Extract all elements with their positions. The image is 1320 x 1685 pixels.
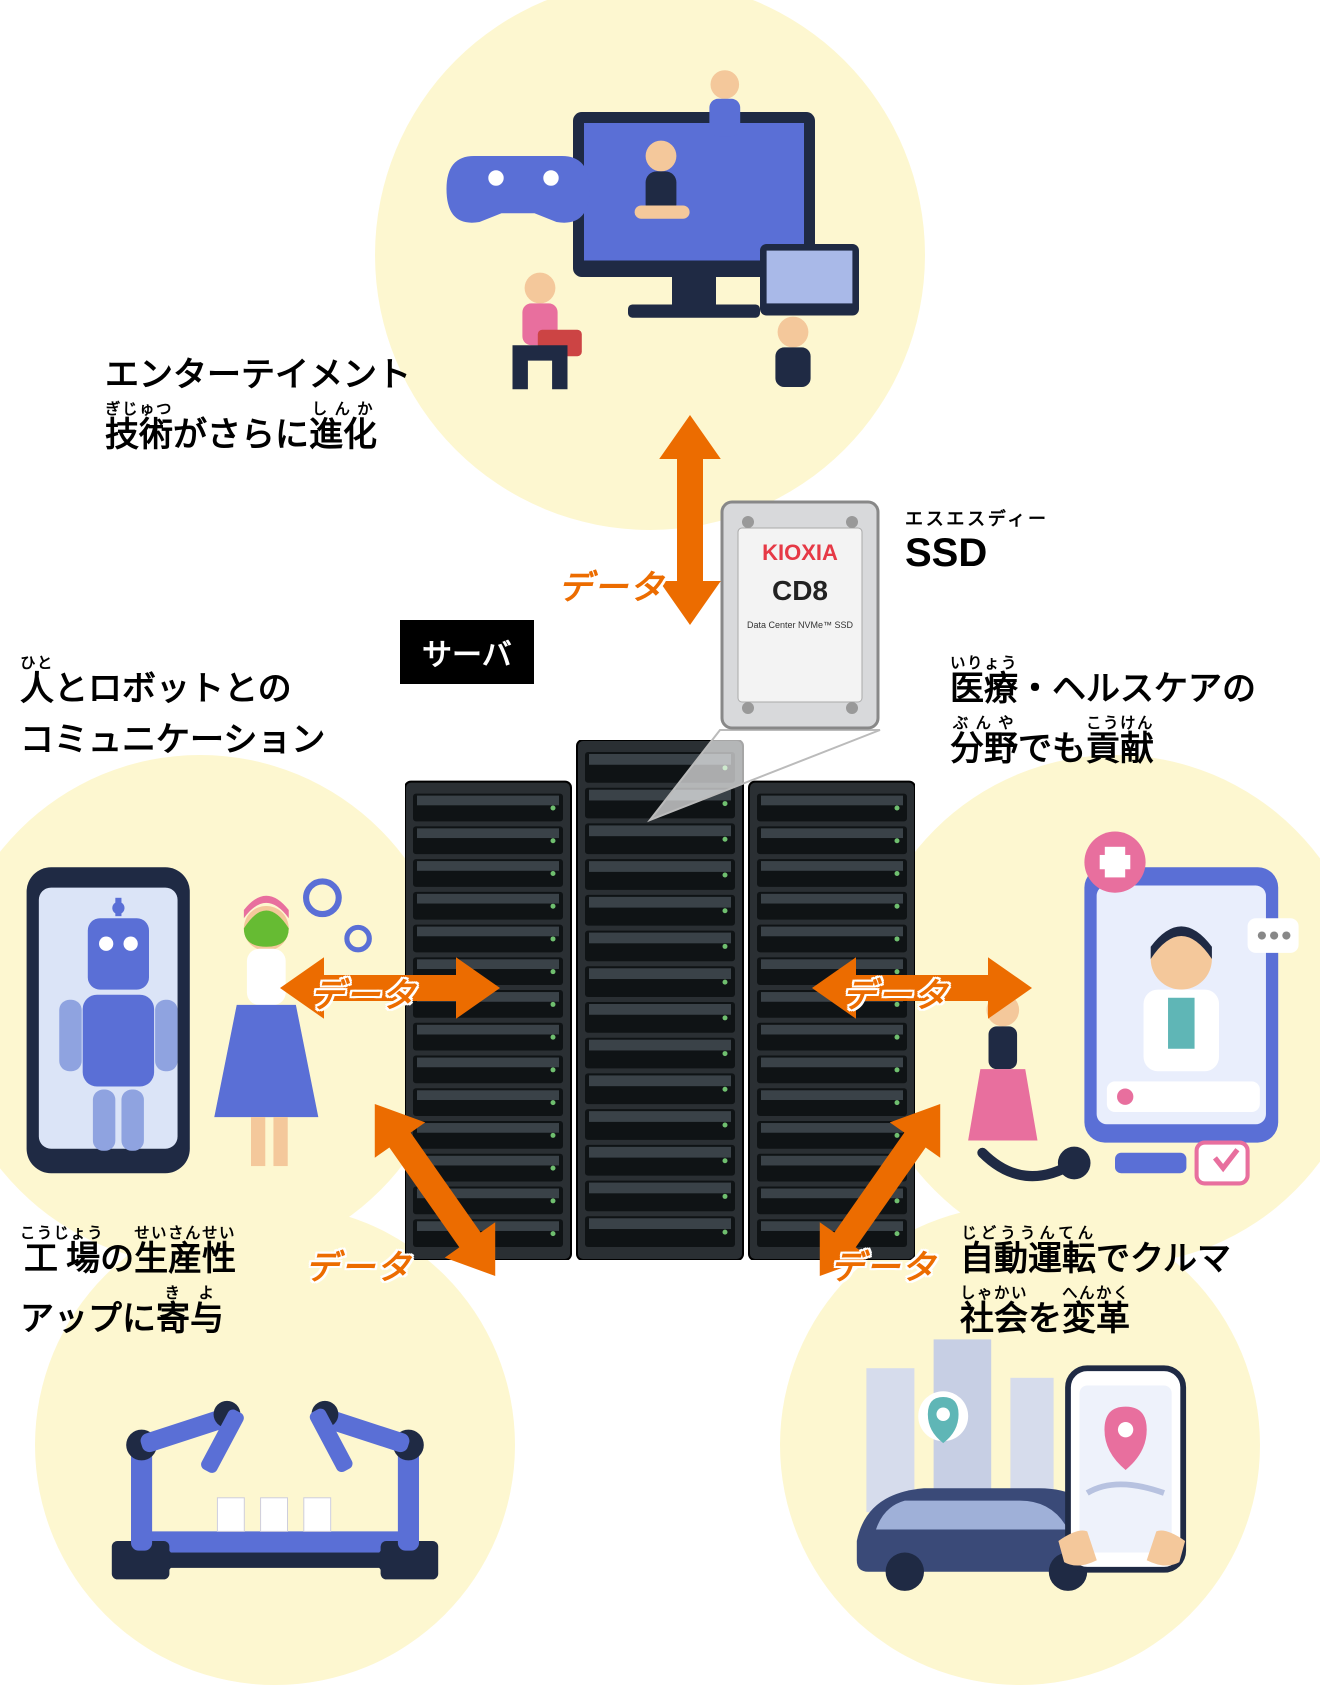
arrow-label-bl: データ — [305, 1240, 412, 1289]
server-label: サーバ — [400, 620, 534, 684]
illustration-entertainment — [430, 35, 870, 475]
ssd-label: エスエスディー SSD — [905, 505, 1049, 576]
title-healthcare: 医療いりょう・ヘルスケアの分野ぶんやでも貢献こうけん — [950, 655, 1256, 775]
arrow-label-right: データ — [842, 968, 949, 1017]
arrow-label-left: データ — [310, 968, 417, 1017]
title-robot: 人ひととロボットとのコミュニケーション — [20, 655, 325, 766]
ssd-device-illustration: KIOXIA CD8 Data Center NVMe™ SSD — [720, 500, 880, 730]
svg-text:CD8: CD8 — [772, 575, 828, 606]
ssd-label-ruby: エスエスディー — [905, 505, 1049, 531]
arrow-label-top: データ — [558, 560, 665, 609]
svg-text:KIOXIA: KIOXIA — [762, 540, 838, 565]
arrow-label-br: データ — [830, 1240, 937, 1289]
illustration-healthcare — [911, 806, 1319, 1214]
title-entertainment: エンターテイメント技術ぎじゅつがさらに進化しんか — [105, 350, 411, 461]
title-mobility: 自動運転じどううんてんでクルマ社会しゃかいを変革へんかく — [960, 1225, 1231, 1345]
ssd-label-text: SSD — [905, 531, 987, 575]
svg-text:Data Center NVMe™ SSD: Data Center NVMe™ SSD — [747, 620, 854, 630]
title-factory: 工場こうじょうの生産性せいさんせいアップに寄与きよ — [20, 1225, 236, 1345]
